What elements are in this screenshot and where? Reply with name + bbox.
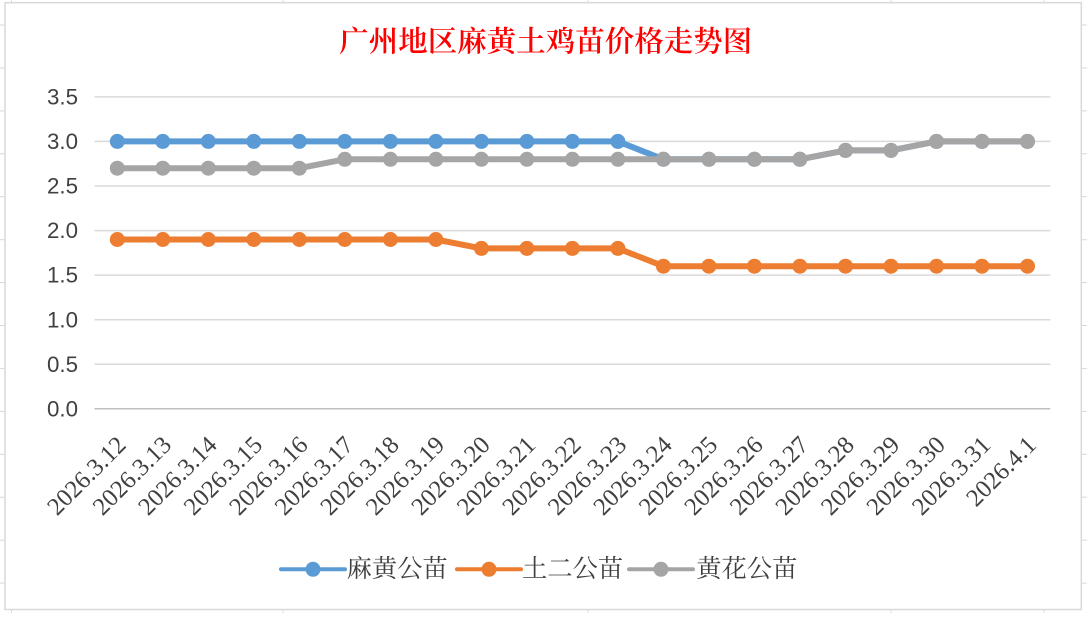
- svg-text:1.5: 1.5: [47, 263, 78, 288]
- svg-text:0.5: 0.5: [47, 352, 78, 377]
- svg-text:3.5: 3.5: [47, 85, 78, 110]
- svg-text:2.5: 2.5: [47, 174, 78, 199]
- svg-text:1.0: 1.0: [47, 307, 78, 332]
- svg-text:3.0: 3.0: [47, 129, 78, 154]
- svg-text:0.0: 0.0: [47, 396, 78, 421]
- svg-text:2.0: 2.0: [47, 218, 78, 243]
